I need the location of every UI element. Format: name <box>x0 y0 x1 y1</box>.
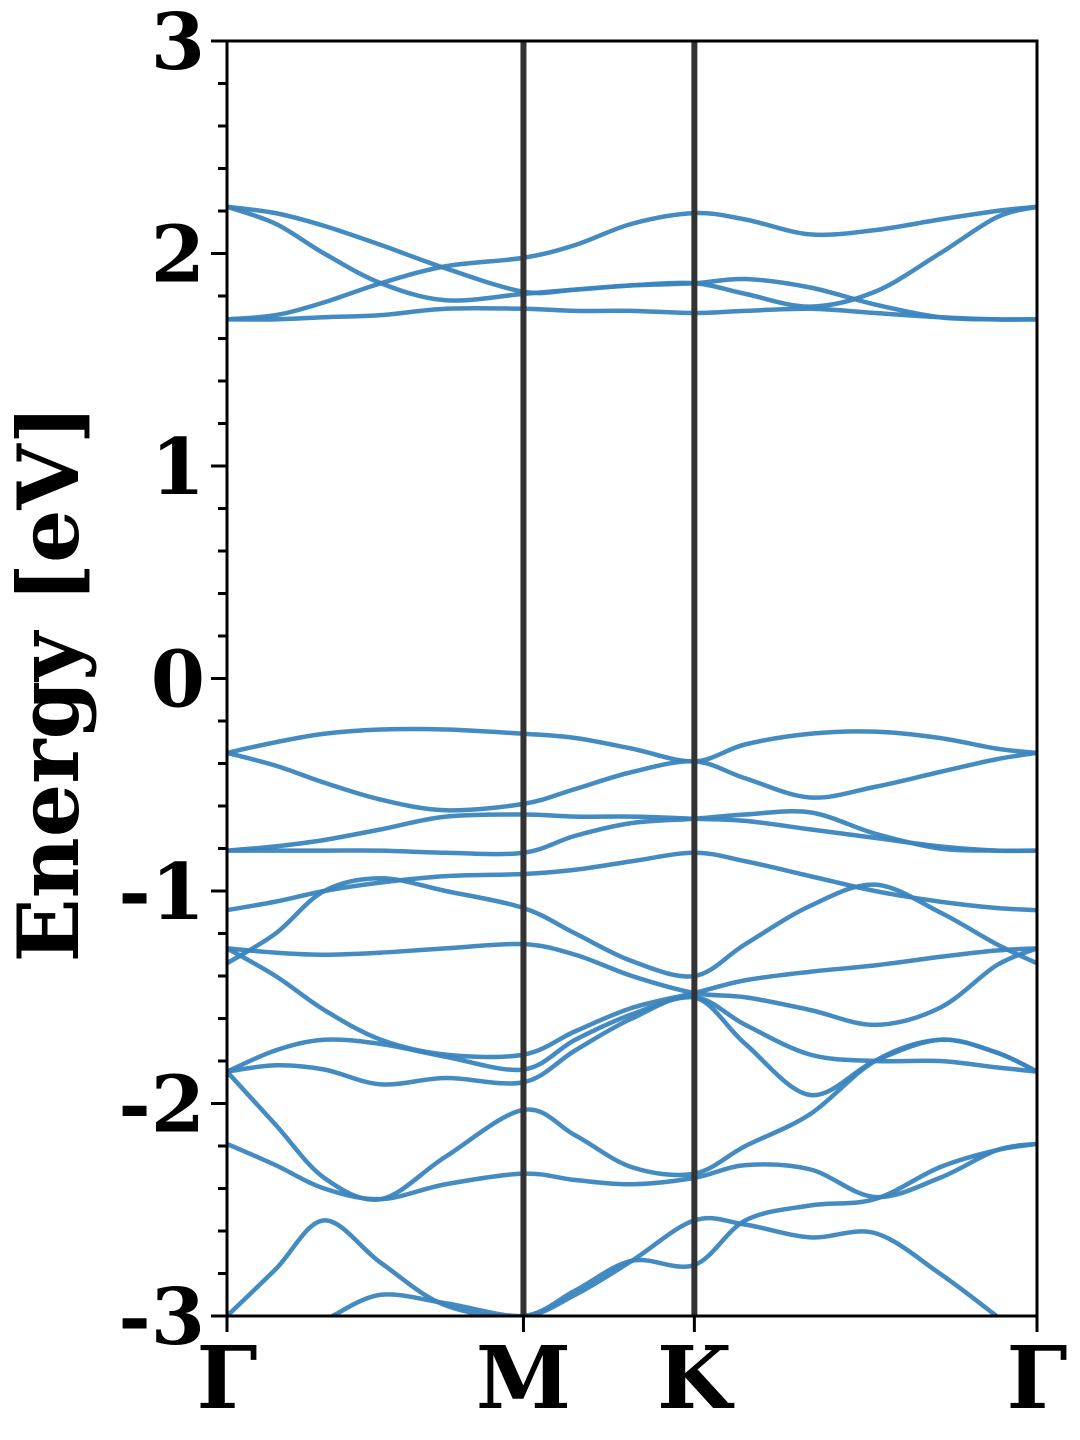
x-tick-label: M <box>476 1328 571 1429</box>
band-4 <box>227 726 1037 764</box>
x-tick-label: Γ <box>1006 1328 1067 1429</box>
band-1 <box>227 204 1037 309</box>
band-3 <box>227 305 1037 322</box>
band-12 <box>227 994 1037 1074</box>
y-tick-label: 2 <box>151 210 205 301</box>
band-11 <box>227 946 1037 1060</box>
x-tick-label: K <box>657 1328 735 1429</box>
y-tick-label: -3 <box>118 1272 205 1363</box>
y-tick-label: 3 <box>151 0 205 88</box>
band-17 <box>330 1215 999 1316</box>
kpoint-lines <box>520 41 698 1316</box>
band-16 <box>227 1141 1037 1316</box>
band-2 <box>227 204 1037 322</box>
y-axis: 3 2 1 0 -1 -2 -3 <box>118 0 227 1363</box>
band-5 <box>227 750 1037 813</box>
y-tick-label: 0 <box>151 635 205 726</box>
y-tick-label: 1 <box>151 422 205 513</box>
band-lines <box>227 204 1037 1316</box>
band-10 <box>227 941 1037 1028</box>
x-tick-label: Γ <box>196 1328 257 1429</box>
y-tick-label: -2 <box>118 1060 205 1151</box>
y-axis-label: Energy [eV] <box>0 405 98 963</box>
band-7 <box>227 808 1037 857</box>
band-14 <box>227 1037 1037 1202</box>
y-tick-label: -1 <box>118 847 205 938</box>
band-9 <box>227 876 1037 979</box>
band-15 <box>227 1141 1037 1202</box>
